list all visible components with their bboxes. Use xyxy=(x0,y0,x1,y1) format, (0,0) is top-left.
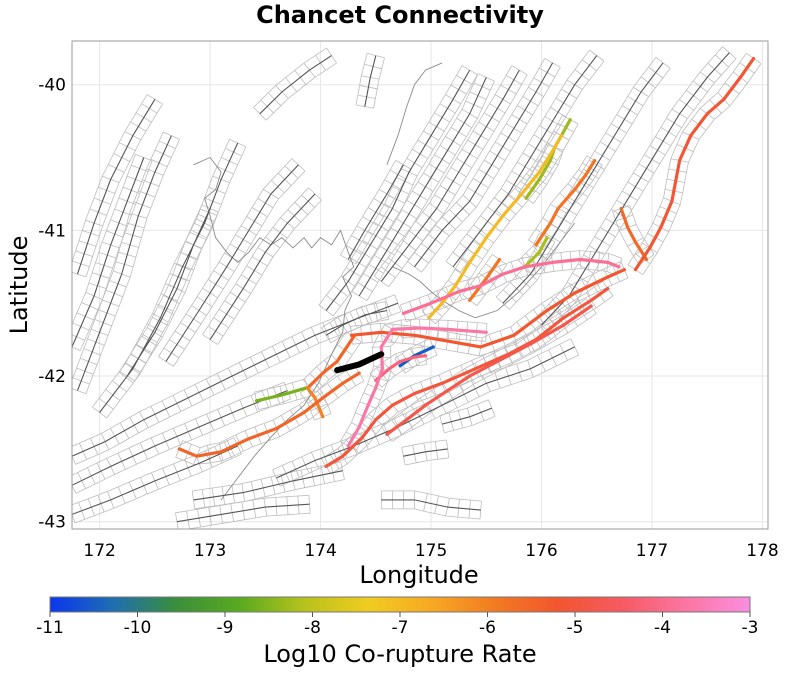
connected-fault-section xyxy=(254,386,309,403)
x-tick-label: 177 xyxy=(636,541,668,561)
colorbar-tick-label: -4 xyxy=(654,618,671,638)
fault-trace xyxy=(452,55,598,268)
fault-trace xyxy=(347,164,404,260)
fault-trace xyxy=(502,62,664,304)
fault-trace xyxy=(76,135,172,391)
fault-surface-outline xyxy=(380,490,482,520)
colorbar-tick-label: -6 xyxy=(479,618,496,638)
y-tick-label: -43 xyxy=(38,513,66,533)
fault-trace xyxy=(76,99,156,275)
connected-fault-section xyxy=(633,56,756,272)
connected-fault-section xyxy=(307,335,356,388)
colorbar-label: Log10 Co-rupture Rate xyxy=(263,640,536,668)
fault-surface-outline xyxy=(373,65,528,288)
fault-trace xyxy=(72,390,288,486)
fault-trace xyxy=(364,55,377,107)
x-tick-label: 178 xyxy=(746,541,778,561)
fault-trace xyxy=(541,52,730,326)
x-tick-label: 175 xyxy=(415,541,447,561)
connected-fault-section xyxy=(324,287,610,468)
y-tick-label: -42 xyxy=(38,367,66,387)
fault-trace xyxy=(403,448,448,457)
connected-fault-section xyxy=(349,268,626,349)
fault-trace xyxy=(99,142,239,413)
y-tick-label: -40 xyxy=(38,76,66,96)
x-tick-label: 174 xyxy=(304,541,336,561)
colorbar xyxy=(49,596,751,613)
connected-fault-section xyxy=(523,236,549,269)
fault-trace xyxy=(380,69,520,282)
fault-trace xyxy=(325,69,471,311)
x-axis-ticks: 172 173 174 175 176 177 178 xyxy=(83,541,778,561)
connected-fault-section xyxy=(305,386,325,419)
connected-fault-section xyxy=(385,304,593,436)
colorbar-tick-label: -7 xyxy=(392,618,409,638)
fault-trace xyxy=(259,55,332,115)
fault-surface-outline xyxy=(401,439,450,466)
coastline xyxy=(386,62,443,165)
chart-title: Chancet Connectivity xyxy=(256,1,544,29)
connected-fault-section xyxy=(374,354,428,382)
connected-fault-section xyxy=(177,371,361,458)
fault-trace xyxy=(72,445,238,515)
target-fault-section xyxy=(334,351,385,374)
fault-trace xyxy=(165,164,299,362)
fault-trace xyxy=(209,193,316,340)
connected-fault-section xyxy=(468,257,502,302)
fault-trace xyxy=(72,157,145,348)
y-tick-label: -41 xyxy=(38,221,66,241)
connected-fault-section xyxy=(346,326,488,448)
x-axis-label: Longitude xyxy=(359,561,478,589)
connected-fault-section xyxy=(401,257,621,315)
coastline xyxy=(193,156,355,501)
fault-trace xyxy=(276,346,575,479)
fault-trace xyxy=(414,62,554,268)
colorbar-tick-label: -11 xyxy=(36,618,64,638)
y-axis-ticks: -40 -41 -42 -43 xyxy=(38,76,66,533)
fault-trace xyxy=(325,309,388,336)
x-tick-label: 172 xyxy=(83,541,115,561)
fault-trace xyxy=(441,407,493,425)
fault-surface-outline xyxy=(254,378,311,410)
colorbar-tick-label: -10 xyxy=(124,618,152,638)
fault-trace xyxy=(126,208,211,377)
fault-trace xyxy=(381,499,481,511)
colorbar-tick-label: -8 xyxy=(304,618,321,638)
colorbar-tick-label: -3 xyxy=(742,618,759,638)
x-tick-label: 173 xyxy=(194,541,226,561)
connected-fault-section xyxy=(534,158,597,247)
fault-trace xyxy=(358,77,487,297)
connected-fault-section xyxy=(524,118,572,200)
colorbar-tick-label: -9 xyxy=(217,618,234,638)
fault-trace xyxy=(176,503,310,523)
x-tick-label: 176 xyxy=(525,541,557,561)
colorbar-tick-label: -5 xyxy=(567,618,584,638)
plot-frame xyxy=(71,40,769,530)
colorbar-ticks: -11 -10 -9 -8 -7 -6 -5 -4 -3 xyxy=(36,612,758,638)
fault-trace xyxy=(72,302,399,457)
connected-fault-section xyxy=(619,206,649,262)
map-area xyxy=(72,46,762,529)
fault-trace xyxy=(193,470,343,501)
y-axis-label: Latitude xyxy=(5,236,33,335)
grid xyxy=(72,41,768,529)
